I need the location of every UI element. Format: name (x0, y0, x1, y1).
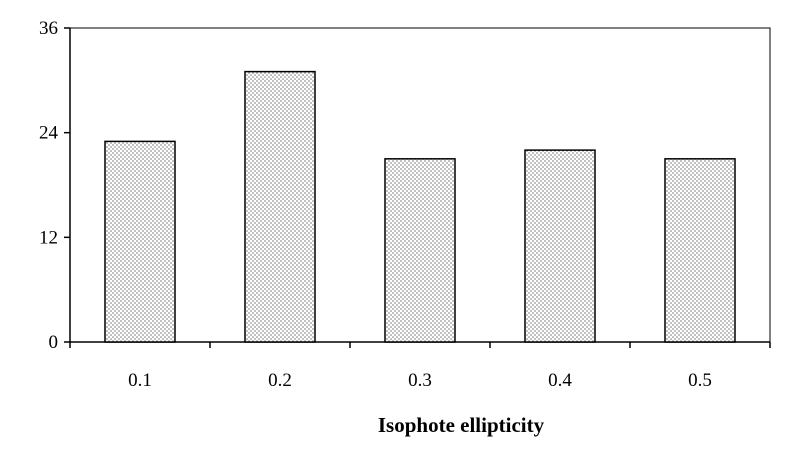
bar-0.3 (384, 158, 456, 343)
bar-0.5 (664, 158, 736, 343)
y-tick-label: 24 (39, 123, 59, 144)
x-tick-label: 0.5 (688, 370, 712, 391)
x-tick-label: 0.3 (408, 370, 432, 391)
x-tick-label: 0.1 (128, 370, 152, 391)
y-tick-label: 12 (39, 227, 58, 248)
x-axis-title: Isophote ellipticity (378, 413, 545, 437)
x-tick-label: 0.2 (268, 370, 292, 391)
y-tick-label: 0 (49, 332, 59, 353)
bars (104, 70, 736, 343)
y-ticks: 0 12 24 36 (39, 18, 70, 353)
y-tick-label: 36 (39, 18, 58, 39)
bar-0.4 (524, 149, 596, 343)
bar-0.2 (244, 70, 316, 343)
bar-0.1 (104, 140, 176, 343)
x-ticks: 0.1 0.2 0.3 0.4 0.5 (69, 342, 771, 391)
x-tick-label: 0.4 (548, 370, 572, 391)
